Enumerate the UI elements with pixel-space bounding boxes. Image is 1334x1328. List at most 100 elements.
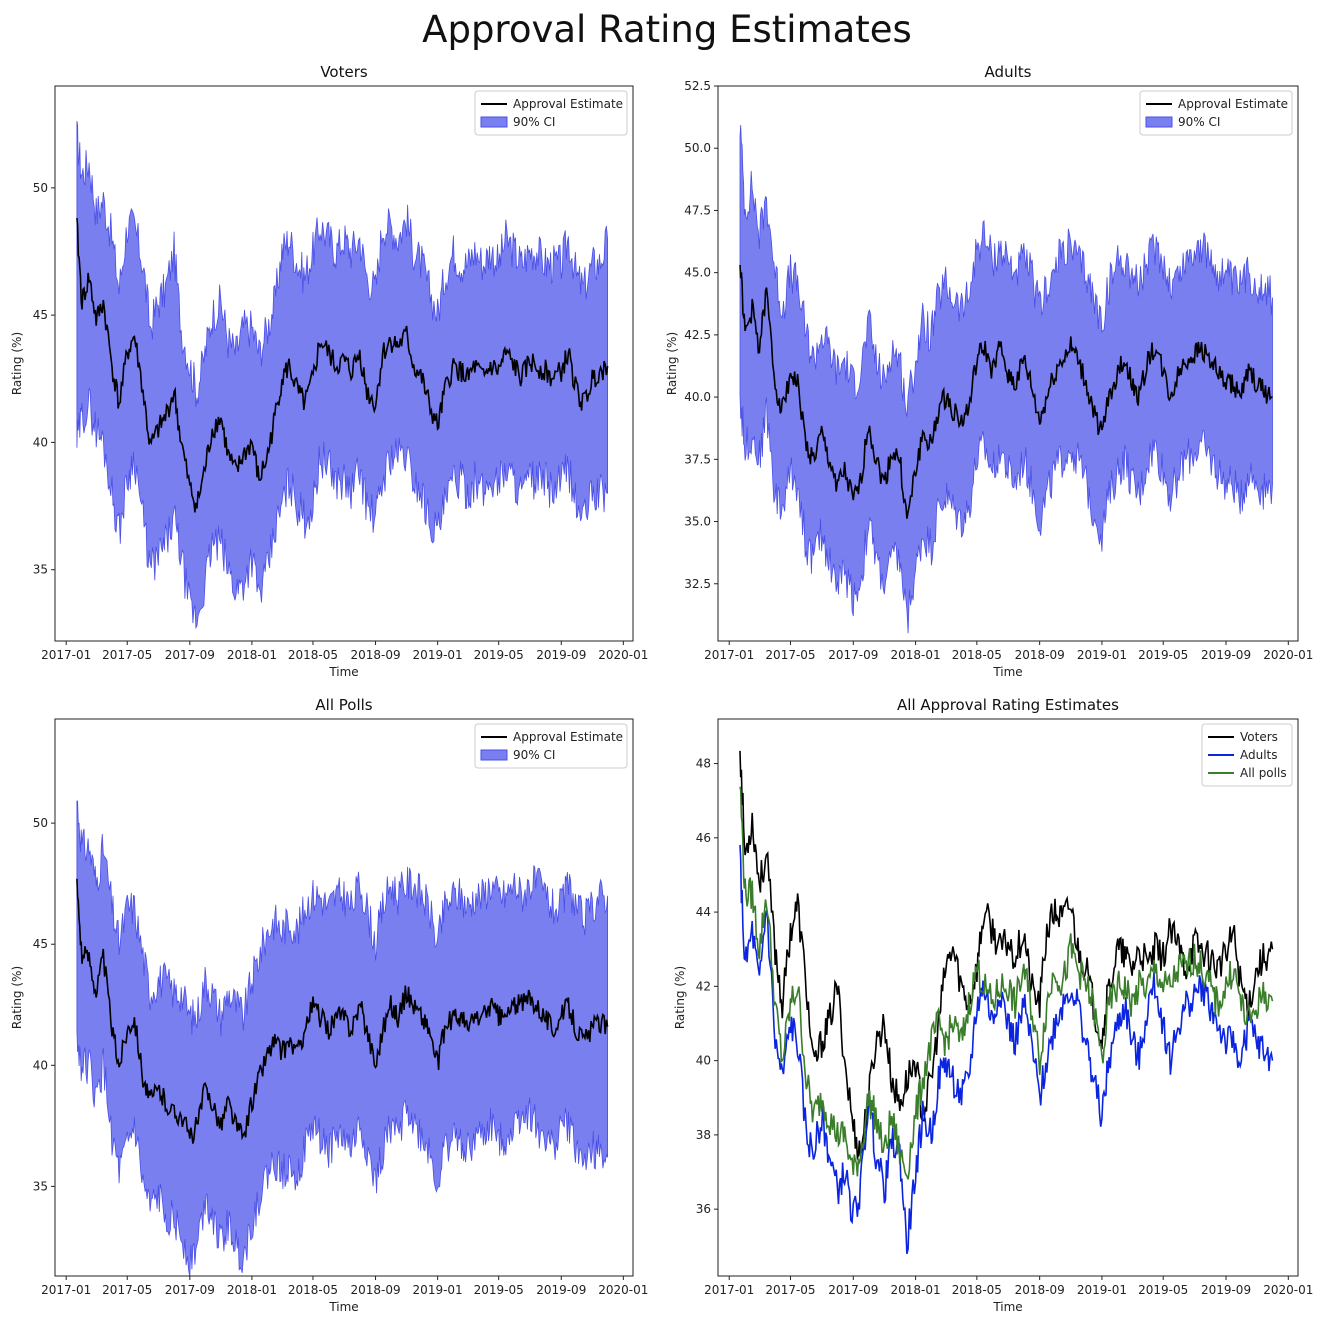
x-tick-label: 2017-01 — [704, 1283, 754, 1297]
plot-area — [76, 800, 609, 1276]
x-tick-label: 2017-01 — [41, 648, 91, 662]
x-tick-label: 2017-05 — [765, 648, 815, 662]
legend-box — [474, 723, 628, 769]
y-tick-label: 40 — [33, 435, 48, 449]
y-tick-label: 40.0 — [684, 390, 711, 404]
chart-title: All Polls — [315, 696, 372, 714]
x-tick-label: 2017-01 — [704, 648, 754, 662]
y-tick-label: 32.5 — [684, 577, 711, 591]
x-tick-label: 2019-09 — [1201, 648, 1251, 662]
chart-panel-2: Adults 2017-01 2017-05 2017-09 2018-01 2018-0… — [665, 63, 1313, 679]
y-tick-label: 52.5 — [684, 79, 711, 93]
x-tick-label: 2018-09 — [1015, 1283, 1065, 1297]
x-tick-label: 2019-09 — [1201, 1283, 1251, 1297]
legend-label: Approval Estimate — [513, 730, 623, 744]
x-tick-label: 2017-05 — [102, 648, 152, 662]
x-tick-label: 2019-09 — [536, 648, 586, 662]
x-tick-label: 2017-01 — [41, 1283, 91, 1297]
y-tick-label: 42 — [696, 979, 711, 993]
legend-label: Approval Estimate — [1178, 97, 1288, 111]
chart-panel-1: Voters 2017-01 2017-05 2017-09 2018-01 2018-0… — [10, 63, 648, 679]
plot-area — [739, 750, 1274, 1254]
x-tick-label: 2017-05 — [102, 1283, 152, 1297]
x-tick-label: 2018-05 — [288, 1283, 338, 1297]
x-tick-label: 2019-01 — [1077, 1283, 1127, 1297]
x-axis: 2017-01 2017-05 2017-09 2018-01 2018-05 2018-… — [704, 1276, 1313, 1314]
x-tick-label: 2018-01 — [227, 1283, 277, 1297]
y-axis: 32.5 35.0 37.5 40.0 42.5 45.0 47.5 50.0 52.5 Rati… — [665, 79, 718, 591]
y-tick-label: 35 — [33, 563, 48, 577]
y-axis-label: Rating (%) — [10, 966, 24, 1029]
y-axis-label: Rating (%) — [673, 966, 687, 1029]
x-axis-label: Time — [328, 1300, 358, 1314]
y-tick-label: 45 — [33, 937, 48, 951]
x-tick-label: 2019-05 — [474, 1283, 524, 1297]
legend-label: 90% CI — [513, 115, 555, 129]
x-axis-label: Time — [992, 1300, 1022, 1314]
x-axis-label: Time — [328, 665, 358, 679]
plot-frame — [717, 718, 1299, 1277]
legend-label: Approval Estimate — [513, 97, 623, 111]
x-axis-label: Time — [992, 665, 1022, 679]
series-line-all-polls — [739, 786, 1274, 1180]
x-axis: 2017-01 2017-05 2017-09 2018-01 2018-05 2018-… — [704, 641, 1313, 679]
legend-swatch-ci — [1145, 116, 1173, 128]
y-tick-label: 48 — [696, 757, 711, 771]
series-line-voters — [739, 750, 1274, 1161]
x-tick-label: 2020-01 — [598, 1283, 648, 1297]
x-tick-label: 2018-09 — [350, 648, 400, 662]
y-axis-label: Rating (%) — [10, 332, 24, 395]
plot-frame — [717, 85, 1299, 642]
x-axis: 2017-01 2017-05 2017-09 2018-01 2018-05 2018-… — [41, 1276, 648, 1314]
chart-title: Voters — [320, 63, 368, 81]
y-tick-label: 36 — [696, 1202, 711, 1216]
legend-label: All polls — [1240, 766, 1287, 780]
legend: Approval Estimate 90% CI — [474, 90, 628, 136]
legend: Voters Adults All polls — [1201, 723, 1293, 787]
legend-box — [1139, 90, 1293, 136]
x-tick-label: 2018-05 — [952, 1283, 1002, 1297]
x-tick-label: 2018-01 — [891, 648, 941, 662]
legend: Approval Estimate 90% CI — [474, 723, 628, 769]
y-tick-label: 40 — [696, 1054, 711, 1068]
x-tick-label: 2019-01 — [413, 648, 463, 662]
legend-box — [1201, 723, 1293, 787]
x-tick-label: 2017-09 — [165, 1283, 215, 1297]
x-tick-label: 2019-01 — [1077, 648, 1127, 662]
y-tick-label: 35 — [33, 1179, 48, 1193]
x-tick-label: 2018-05 — [952, 648, 1002, 662]
plot-frame — [54, 718, 634, 1277]
x-axis: 2017-01 2017-05 2017-09 2018-01 2018-05 2018-… — [41, 641, 648, 679]
x-tick-label: 2018-09 — [350, 1283, 400, 1297]
y-tick-label: 46 — [696, 831, 711, 845]
approval-estimate-line — [76, 878, 609, 1144]
legend-label: 90% CI — [1178, 115, 1220, 129]
y-axis-label: Rating (%) — [665, 332, 679, 395]
y-tick-label: 45 — [33, 308, 48, 322]
x-tick-label: 2018-09 — [1015, 648, 1065, 662]
x-tick-label: 2019-05 — [474, 648, 524, 662]
plot-area — [739, 124, 1273, 634]
approval-estimate-line — [76, 218, 609, 513]
y-axis: 36 38 40 42 44 46 48 Rating (%) — [673, 757, 718, 1216]
x-tick-label: 2019-01 — [413, 1283, 463, 1297]
series-line-adults — [739, 844, 1274, 1254]
y-tick-label: 50 — [33, 181, 48, 195]
x-tick-label: 2018-05 — [288, 648, 338, 662]
ci-band — [76, 121, 608, 629]
y-tick-label: 45.0 — [684, 266, 711, 280]
y-tick-label: 37.5 — [684, 452, 711, 466]
x-tick-label: 2018-01 — [227, 648, 277, 662]
figure-title: Approval Rating Estimates — [422, 8, 912, 51]
x-tick-label: 2019-09 — [536, 1283, 586, 1297]
x-tick-label: 2018-01 — [891, 1283, 941, 1297]
plot-area — [76, 121, 609, 629]
y-tick-label: 47.5 — [684, 203, 711, 217]
y-tick-label: 35.0 — [684, 515, 711, 529]
y-tick-label: 40 — [33, 1058, 48, 1072]
y-tick-label: 50.0 — [684, 141, 711, 155]
legend-label: Voters — [1240, 730, 1278, 744]
